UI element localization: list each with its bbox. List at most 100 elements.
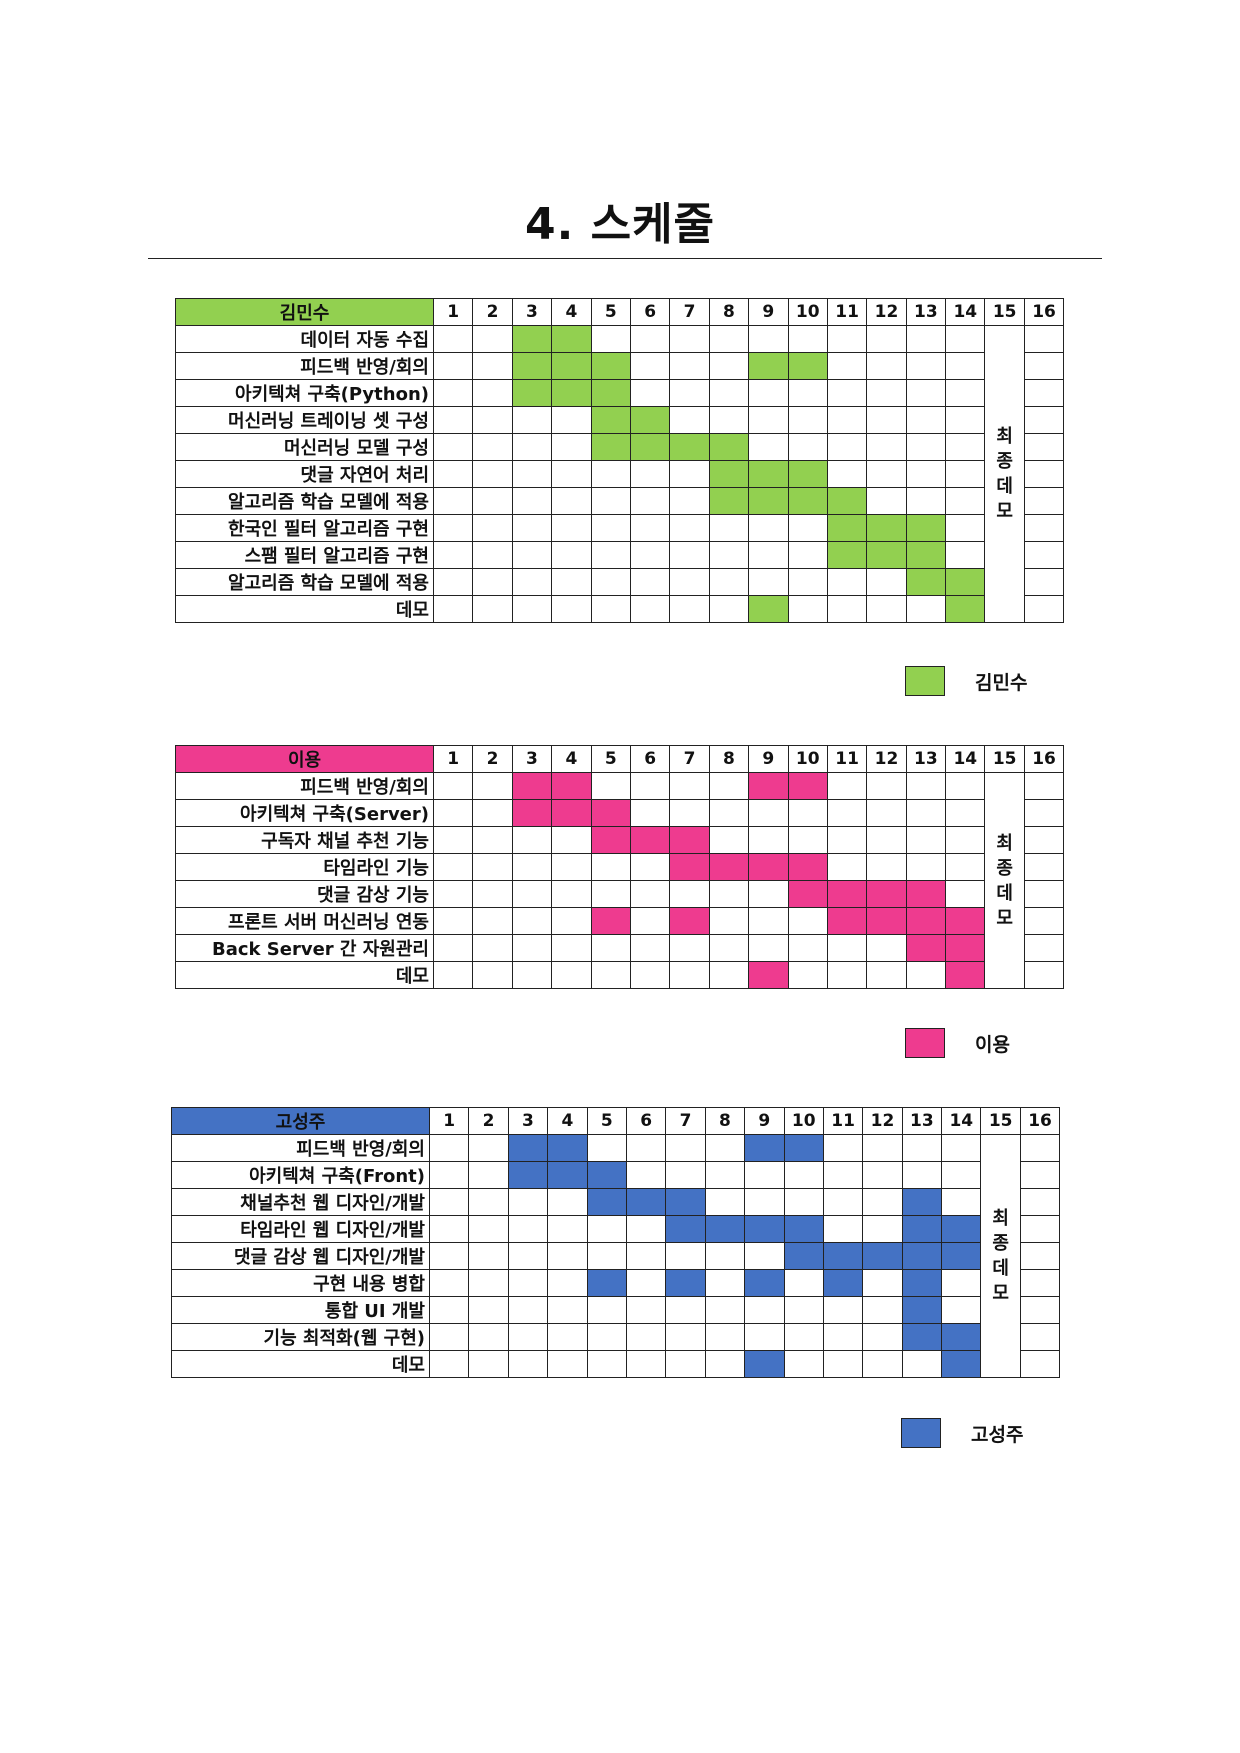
schedule-cell-empty [590,880,631,908]
schedule-cell-empty [665,1161,706,1189]
schedule-cell-empty [945,541,986,569]
schedule-cell-empty [669,541,710,569]
week-header: 2 [472,745,513,773]
schedule-cell-empty [945,880,986,908]
schedule-cell-empty [629,853,671,881]
schedule-cell-empty [511,826,553,854]
schedule-cell-empty [507,1215,549,1243]
schedule-cell-empty [748,433,789,461]
schedule-cell-empty [468,1323,509,1351]
schedule-cell-empty [551,595,592,623]
schedule-cell-empty [945,487,986,515]
legend-ko: 고성주 [901,1418,1023,1448]
schedule-cell-empty [432,541,474,569]
schedule-cell-filled [590,433,631,461]
schedule-cell-empty [428,1350,470,1378]
task-row: 프론트 서버 머신러닝 연동 [175,907,1065,935]
schedule-cell-empty [472,460,513,488]
schedule-cell-empty [708,826,750,854]
task-label: 데모 [171,1350,430,1378]
schedule-cell-empty [428,1242,470,1270]
schedule-cell-empty [1019,1161,1061,1189]
schedule-cell-empty [866,460,907,488]
member-name-header: 고성주 [171,1107,430,1135]
schedule-cell-filled [551,772,592,800]
schedule-cell-filled [629,406,671,434]
schedule-cell-empty [866,934,907,962]
week-header: 12 [866,745,907,773]
schedule-cell-empty [629,352,671,380]
schedule-cell-empty [945,460,986,488]
week-header: 11 [822,1107,864,1135]
schedule-cell-empty [866,406,907,434]
schedule-cell-empty [511,853,553,881]
schedule-cell-empty [669,379,710,407]
schedule-cell-empty [669,352,710,380]
schedule-cell-empty [669,772,710,800]
schedule-cell-empty [472,352,513,380]
schedule-cell-empty [468,1161,509,1189]
schedule-cell-empty [1023,907,1065,935]
schedule-cell-empty [941,1296,982,1324]
week-header: 9 [744,1107,785,1135]
schedule-cell-empty [1019,1296,1061,1324]
schedule-cell-empty [551,487,592,515]
week-header: 3 [511,298,553,326]
task-row: 스팸 필터 알고리즘 구현 [175,541,1065,569]
schedule-cell-empty [901,1161,943,1189]
schedule-cell-empty [432,433,474,461]
schedule-cell-empty [507,1242,549,1270]
task-label: 댓글 감상 기능 [175,880,434,908]
week-header: 14 [945,745,986,773]
schedule-cell-empty [432,853,474,881]
schedule-cell-empty [432,826,474,854]
schedule-cell-filled [665,1215,706,1243]
schedule-cell-empty [507,1323,549,1351]
schedule-cell-empty [586,1296,627,1324]
schedule-cell-empty [704,1134,746,1162]
schedule-cell-filled [708,853,750,881]
schedule-cell-empty [905,433,947,461]
schedule-cell-empty [866,379,907,407]
task-label: 채널추천 웹 디자인/개발 [171,1188,430,1216]
schedule-cell-filled [901,1242,943,1270]
task-row: 데모 [171,1350,1061,1378]
week-header: 7 [669,298,710,326]
schedule-cell-filled [866,514,907,542]
schedule-cell-empty [748,568,789,596]
schedule-cell-empty [590,541,631,569]
schedule-cell-filled [787,487,828,515]
schedule-cell-empty [586,1323,627,1351]
page-title: 4. 스케줄 [524,199,716,250]
schedule-cell-empty [472,325,513,353]
week-header: 6 [625,1107,667,1135]
schedule-cell-empty [826,352,868,380]
schedule-cell-empty [468,1269,509,1297]
schedule-cell-empty [905,961,947,989]
schedule-cell-empty [507,1269,549,1297]
legend-label: 고성주 [971,1423,1024,1446]
schedule-cell-empty [866,826,907,854]
legend-kim: 김민수 [905,666,1027,696]
schedule-cell-filled [862,1242,903,1270]
schedule-cell-empty [669,568,710,596]
schedule-cell-empty [547,1296,588,1324]
task-row: 데모 [175,595,1065,623]
schedule-cell-empty [826,799,868,827]
schedule-cell-empty [1019,1323,1061,1351]
schedule-cell-empty [590,772,631,800]
schedule-cell-filled [826,907,868,935]
week-header: 13 [905,745,947,773]
task-label: 데모 [175,595,434,623]
schedule-cell-empty [748,514,789,542]
schedule-cell-empty [945,433,986,461]
schedule-cell-filled [941,1350,982,1378]
member-name-header: 이용 [175,745,434,773]
schedule-cell-filled [901,1296,943,1324]
week-header: 2 [468,1107,509,1135]
schedule-cell-empty [862,1161,903,1189]
schedule-cell-empty [511,406,553,434]
schedule-cell-empty [511,568,553,596]
week-header: 3 [507,1107,549,1135]
schedule-cell-empty [432,799,474,827]
